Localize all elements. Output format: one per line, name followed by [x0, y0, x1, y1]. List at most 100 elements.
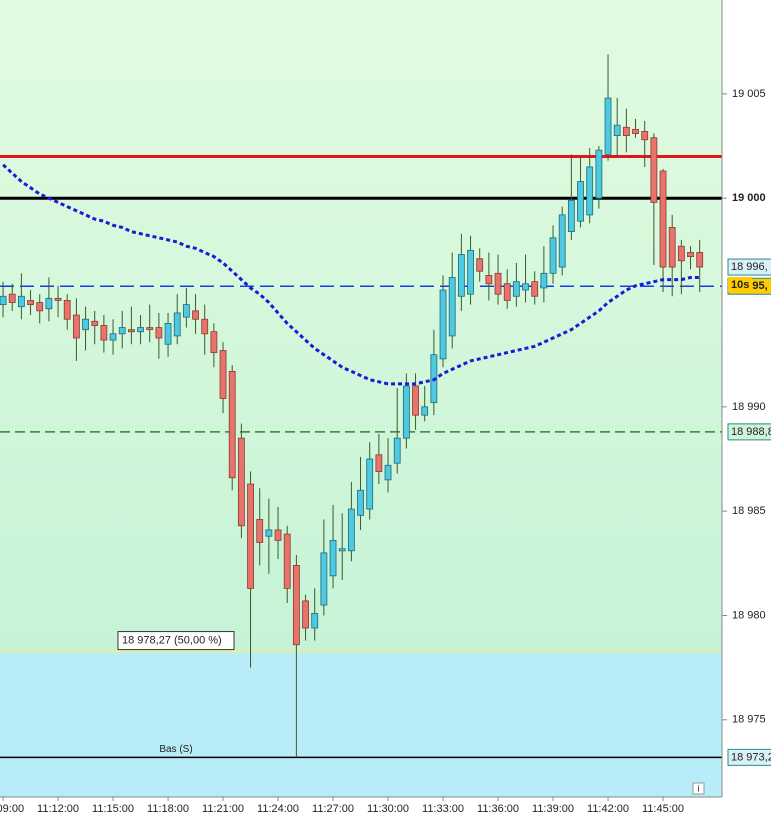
candle-body [540, 272, 548, 289]
candle-body [494, 272, 502, 295]
y-tick-label: 19 000 [732, 192, 766, 204]
candle-body [412, 385, 419, 416]
axis-label-box [727, 423, 771, 441]
candle-body [366, 458, 374, 510]
candle-body [439, 289, 447, 360]
candle-body [54, 297, 62, 301]
candle-body [72, 314, 80, 339]
x-tick-label: 11:21:00 [202, 803, 244, 815]
x-tick-label: 11:24:00 [257, 803, 299, 815]
candle-body [357, 489, 364, 516]
candle-body [567, 199, 575, 232]
candle-body [192, 310, 199, 320]
candle-body [8, 293, 16, 303]
x-tick-label: 11:15:00 [92, 803, 134, 815]
y-tick-label: 18 985 [732, 505, 766, 517]
candle-body [558, 214, 566, 268]
candle-body [82, 318, 89, 331]
candle-body [668, 227, 676, 268]
x-tick-label: 11:39:00 [532, 803, 574, 815]
candle-body [329, 539, 337, 577]
candle-body [595, 149, 603, 199]
candle-body [302, 600, 309, 629]
x-tick-label: 11:18:00 [147, 803, 189, 815]
candle-body [402, 385, 410, 439]
candle-body [476, 258, 484, 272]
candle-body [421, 406, 429, 416]
x-tick-label: 11:30:00 [367, 803, 409, 815]
candle-body [45, 297, 53, 310]
candle-body [91, 320, 99, 326]
candle-body [265, 529, 273, 537]
candle-body [393, 437, 401, 464]
candle-body [274, 529, 282, 541]
candle-body [375, 454, 383, 472]
countdown-box [728, 277, 752, 293]
candle-body [146, 327, 154, 331]
candle-body [0, 295, 7, 306]
candle-body [522, 283, 529, 291]
candle-body [485, 275, 493, 285]
candle-body [100, 325, 108, 341]
candle-body [503, 283, 511, 301]
candle-body [201, 318, 209, 335]
candle-body [127, 329, 135, 333]
axis-label: 18 988,8 [731, 426, 771, 438]
candle-body [311, 612, 319, 629]
moving-average [2, 163, 700, 386]
candle-body [641, 131, 649, 141]
axes: 18 975 18 980 18 985 18 990 19 000 19 005 11:0… [0, 88, 771, 815]
background-upper [0, 0, 722, 652]
axis-label-box [727, 258, 771, 276]
y-tick-label: 18 975 [732, 714, 766, 726]
candle-body [549, 237, 557, 274]
candle-body [448, 277, 456, 337]
candle-body [347, 508, 355, 552]
candle-body [17, 295, 25, 308]
candle-body [182, 304, 190, 318]
candle-body [512, 281, 520, 297]
candle-body [338, 548, 346, 552]
axis-label-box [727, 748, 771, 766]
candle-body [237, 437, 245, 527]
candle-body [320, 552, 328, 606]
x-tick-label: 11:33:00 [422, 803, 464, 815]
plot-area: 18 978,27 (50,00 %) Bas (S) [0, 0, 722, 797]
axis-label: 18 996, [731, 261, 768, 273]
x-tick-label: 11:36:00 [477, 803, 519, 815]
x-tick-label: 11:45:00 [642, 803, 684, 815]
candle-body [27, 300, 34, 306]
candle-body [283, 533, 291, 589]
candle-body [164, 322, 172, 345]
axis-label: 18 973,2 [731, 751, 771, 763]
candle-body [696, 252, 704, 268]
info-icon-glyph: i [698, 783, 700, 793]
candle-body [577, 181, 584, 222]
level-label: Bas (S) [159, 744, 192, 755]
candle-body [531, 281, 539, 297]
candle-body [256, 519, 264, 543]
candle-body [292, 565, 300, 646]
x-tick-label: 11:42:00 [587, 803, 629, 815]
candle-body [173, 312, 181, 337]
candle-body [650, 137, 658, 203]
info-icon[interactable] [692, 782, 705, 795]
candle-body [137, 327, 144, 333]
candle-body [210, 331, 218, 353]
candle-body [36, 302, 44, 312]
y-tick-label: 18 980 [732, 609, 766, 621]
candle-body [219, 350, 227, 399]
candle-body [155, 327, 163, 339]
candle-body [659, 170, 667, 268]
candle-body [622, 126, 630, 137]
candle-body [457, 254, 465, 297]
countdown: 10s [731, 279, 749, 291]
candle-body [604, 97, 612, 155]
candle-body [677, 245, 685, 262]
candle-body [467, 249, 474, 295]
candle-body [247, 483, 254, 589]
y-tick-label: 18 990 [732, 401, 766, 413]
candle-body [63, 300, 71, 320]
candle-body [586, 166, 594, 216]
